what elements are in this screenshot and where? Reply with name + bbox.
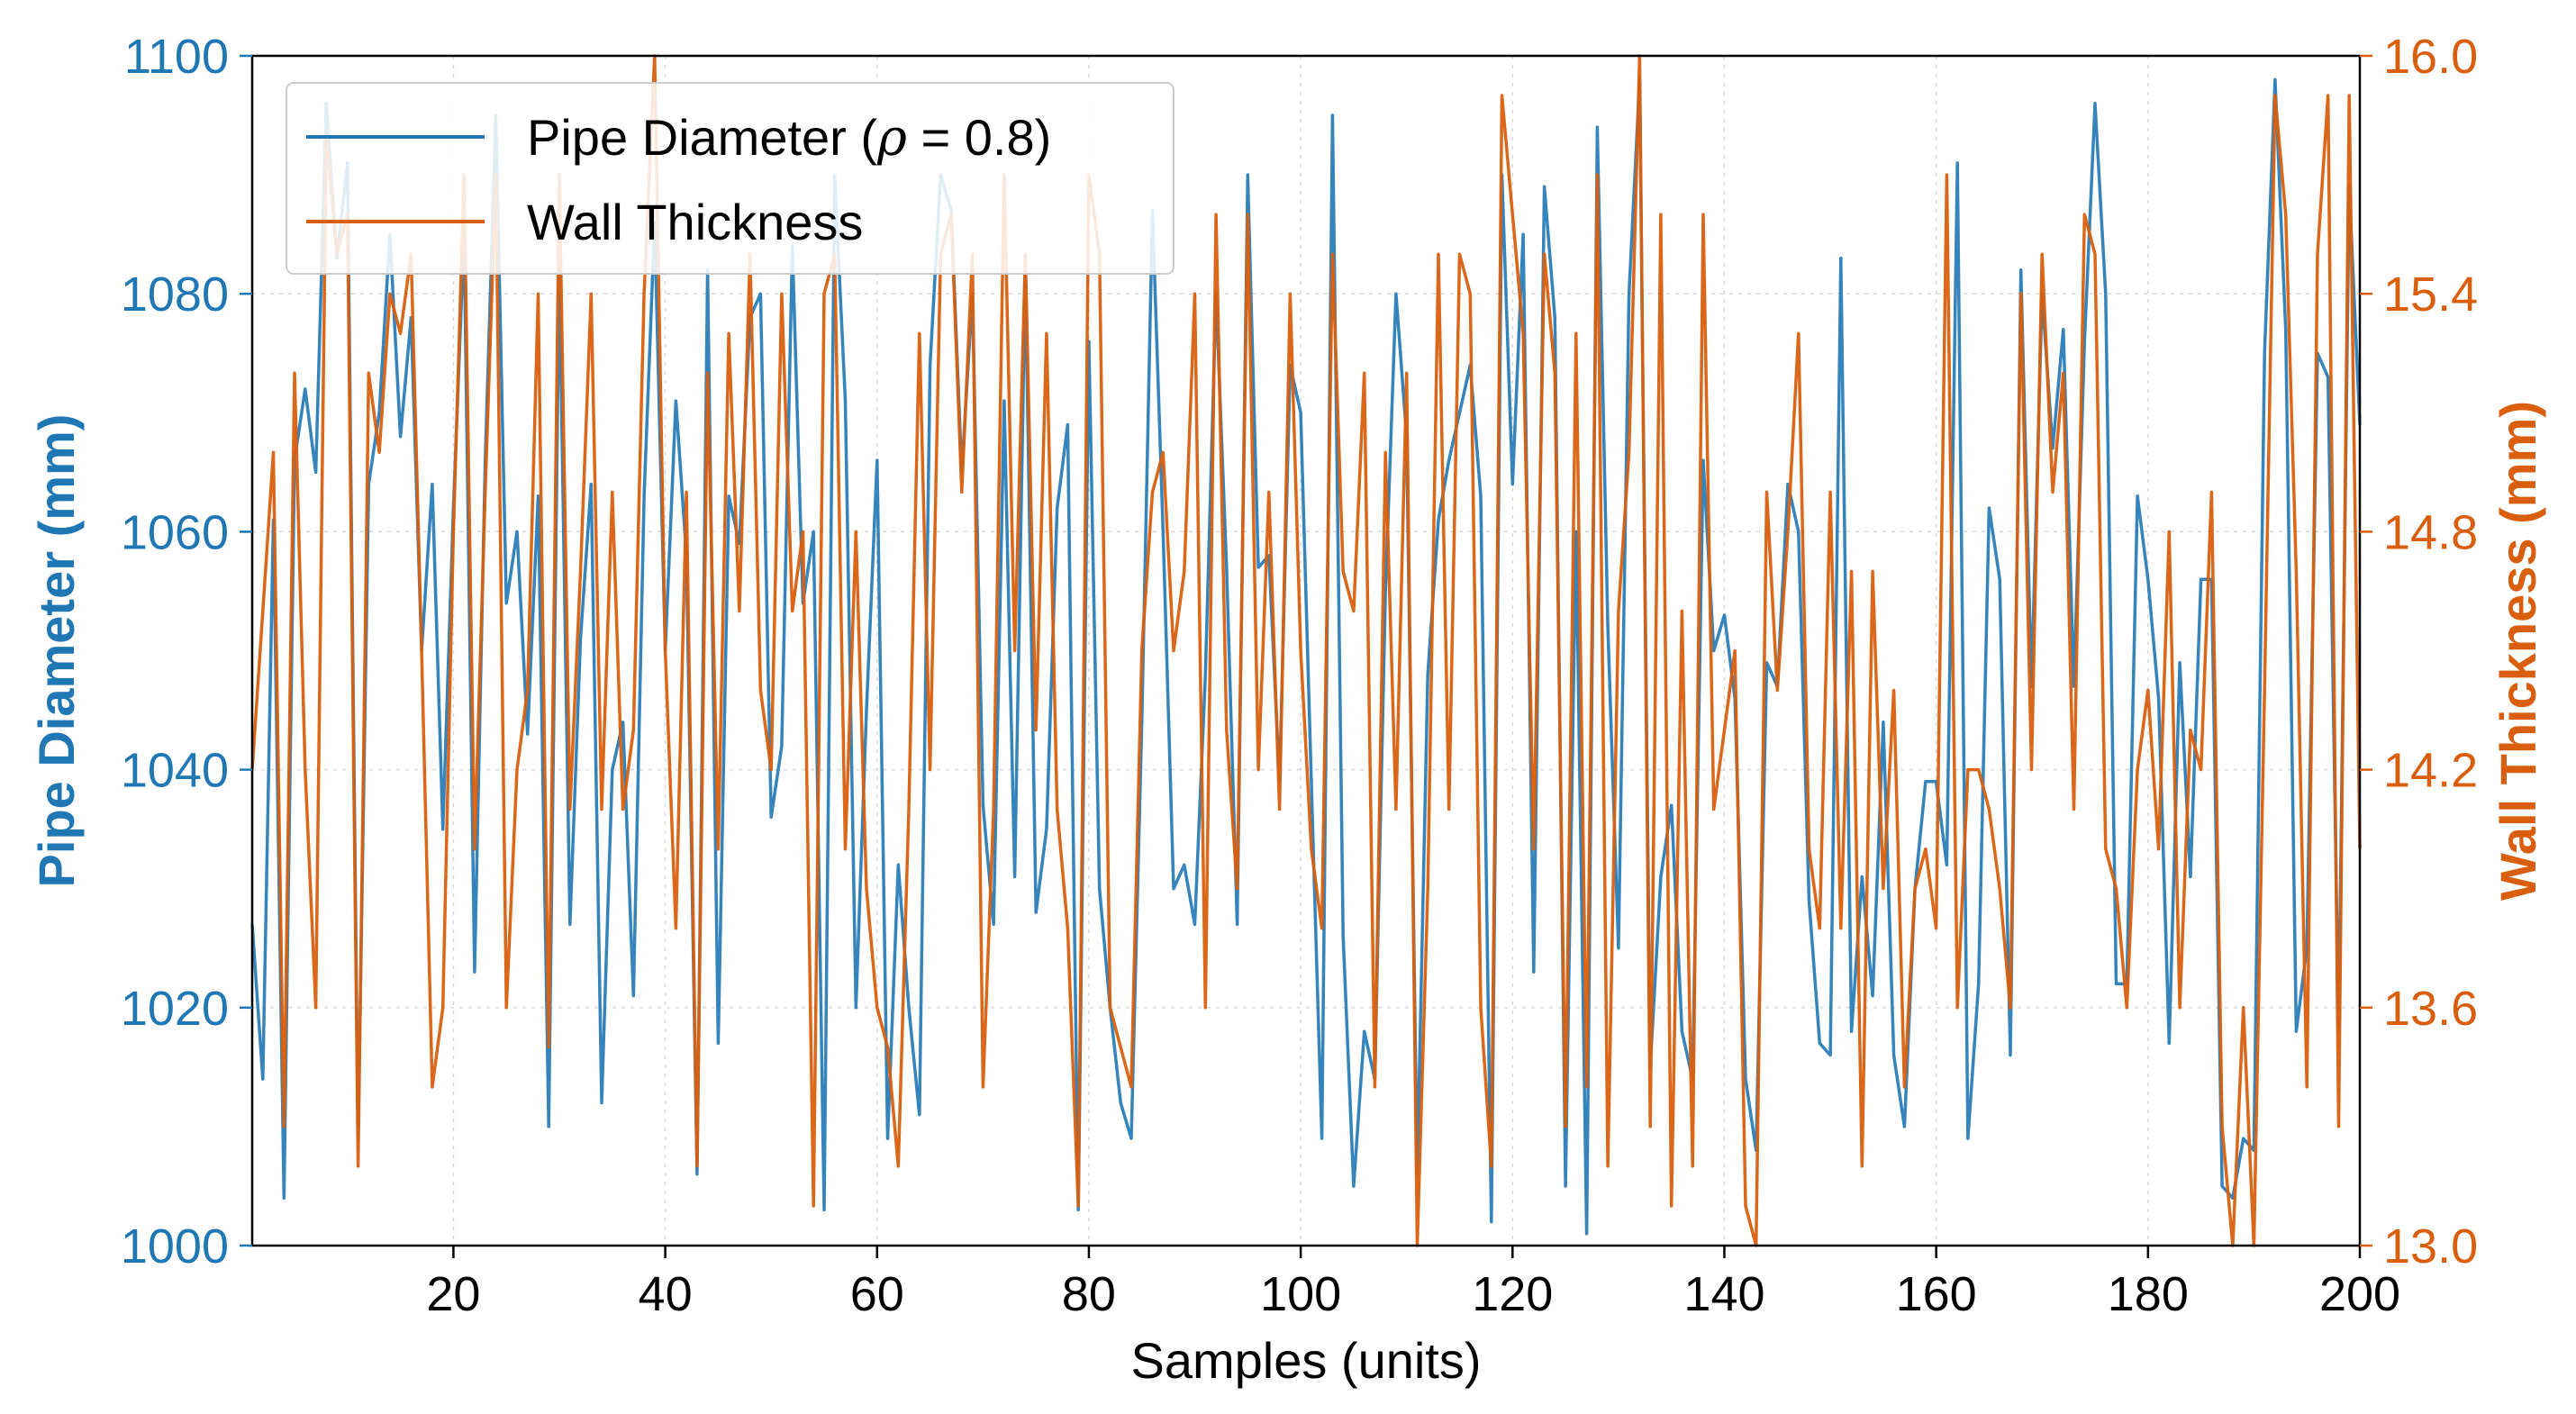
y-axis-left: 1000 1020 1040 1060 1080 1100 [121,30,252,1274]
x-tick-label: 60 [850,1267,904,1321]
y-axis-left-label: Pipe Diameter (mm) [28,414,85,888]
x-tick-label: 100 [1260,1267,1341,1321]
x-tick-label: 20 [426,1267,480,1321]
legend-label-diameter-rho: ρ [876,109,907,168]
x-tick-label: 140 [1683,1267,1764,1321]
y-right-tick-label: 14.8 [2383,505,2478,559]
x-tick-label: 160 [1896,1267,1977,1321]
x-tick-label: 200 [2319,1267,2400,1321]
x-axis: 20 40 60 80 100 120 140 160 180 200 [426,1246,2400,1321]
y-right-tick-label: 13.0 [2383,1219,2478,1274]
x-tick-label: 40 [639,1267,693,1321]
legend-label-thickness: Wall Thickness [527,194,863,250]
y-left-tick-label: 1040 [121,744,229,798]
y-left-tick-label: 1080 [121,267,229,322]
x-axis-label: Samples (units) [1130,1332,1481,1389]
y-axis-right: 13.0 13.6 14.2 14.8 15.4 16.0 [2360,30,2478,1274]
y-axis-right-label: Wall Thickness (mm) [2490,401,2546,901]
legend-label-diameter-prefix: Pipe Diameter ( [527,109,877,166]
y-right-tick-label: 14.2 [2383,744,2478,798]
y-right-tick-label: 13.6 [2383,982,2478,1036]
x-tick-label: 80 [1062,1267,1116,1321]
y-left-tick-label: 1020 [121,982,229,1036]
y-left-tick-label: 1000 [121,1219,229,1274]
series-line-wall-thickness [250,54,2362,1247]
plot-frame [250,54,2362,1247]
legend: Pipe Diameter (ρ = 0.8) Wall Thickness [286,82,1175,275]
y-left-tick-label: 1100 [124,30,229,84]
legend-box [286,82,1175,275]
y-right-tick-label: 15.4 [2383,267,2478,322]
x-tick-label: 180 [2108,1267,2189,1321]
y-right-tick-label: 16.0 [2383,30,2478,84]
legend-label-diameter-suffix: = 0.8) [907,109,1051,166]
x-tick-label: 120 [1472,1267,1553,1321]
legend-label-diameter: Pipe Diameter (ρ = 0.8) [527,109,1051,168]
y-left-tick-label: 1060 [121,505,229,559]
series-layer [250,54,2362,1247]
